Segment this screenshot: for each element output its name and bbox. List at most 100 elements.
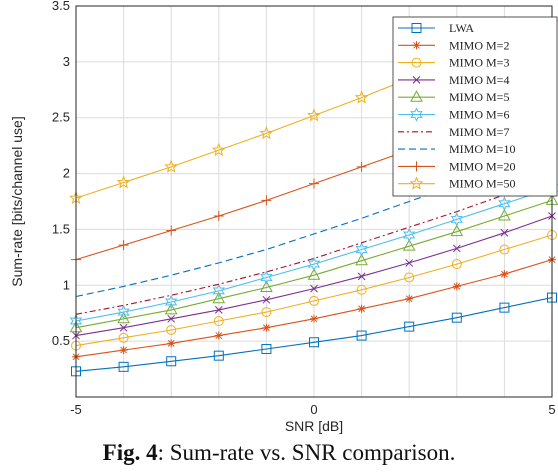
data-point — [354, 90, 369, 104]
data-point — [403, 227, 416, 243]
data-point — [307, 108, 321, 122]
data-point — [118, 332, 129, 343]
data-point — [451, 312, 462, 323]
legend: LWA MIMO M=2 MIMO M=3 MIMO M=4 MIMO M=5 MIMO … — [392, 16, 558, 197]
data-point — [166, 356, 177, 367]
data-point — [405, 259, 414, 267]
legend-label: MIMO M=20 — [449, 159, 515, 173]
series-line — [75, 199, 553, 329]
y-tick-label: 1.5 — [52, 221, 70, 236]
data-point — [310, 284, 318, 293]
data-point — [261, 195, 272, 206]
data-point — [262, 323, 271, 332]
data-point — [261, 307, 272, 318]
data-point — [410, 90, 423, 102]
data-point — [214, 331, 223, 340]
series-line — [75, 234, 553, 347]
legend-entry: MIMO M=50 — [398, 176, 515, 191]
data-point — [411, 23, 422, 33]
legend-entry: MIMO M=10 — [398, 142, 515, 156]
x-tick-label: 5 — [548, 402, 555, 417]
data-point — [499, 302, 510, 313]
series-line — [75, 150, 553, 298]
y-tick-label: 3 — [63, 54, 70, 69]
data-point — [165, 294, 178, 310]
y-tick-label: 3.5 — [52, 0, 70, 13]
data-point — [166, 324, 177, 335]
data-point — [404, 272, 415, 283]
data-point — [410, 107, 423, 122]
data-point — [355, 242, 368, 257]
series-mimo-m-10 — [75, 150, 553, 298]
legend-entry: LWA — [398, 21, 474, 35]
series-line — [75, 297, 553, 372]
data-point — [357, 272, 366, 281]
series-line — [75, 187, 553, 322]
caption-text: : Sum-rate vs. SNR comparison. — [157, 440, 456, 465]
legend-label: MIMO M=50 — [449, 177, 515, 191]
y-tick-label: 0.5 — [52, 333, 70, 348]
y-tick-label: 2.5 — [52, 110, 70, 125]
data-point — [450, 224, 464, 237]
data-point — [310, 314, 318, 323]
data-point — [119, 346, 128, 355]
data-point — [213, 316, 224, 327]
data-point — [118, 361, 129, 372]
legend-entry: MIMO M=6 — [398, 107, 509, 122]
data-point — [404, 321, 415, 332]
data-point — [211, 142, 226, 157]
series-mimo-m-2 — [72, 255, 556, 361]
data-point — [405, 294, 414, 303]
data-point — [307, 268, 321, 280]
data-point — [164, 159, 179, 173]
data-point — [356, 161, 367, 172]
data-point — [213, 350, 224, 361]
data-point — [452, 282, 461, 291]
data-point — [260, 280, 273, 293]
x-axis-label: SNR [dB] — [285, 418, 343, 434]
legend-entry: MIMO M=2 — [398, 38, 509, 52]
legend-label: MIMO M=7 — [449, 125, 509, 139]
data-point — [260, 270, 273, 285]
data-point — [402, 239, 416, 251]
data-point — [117, 304, 130, 320]
legend-label: MIMO M=3 — [449, 56, 509, 70]
data-point — [355, 253, 368, 266]
plot-frame — [75, 5, 553, 398]
legend-entry: MIMO M=20 — [398, 159, 515, 173]
figure-caption: Fig. 4: Sum-rate vs. SNR comparison. — [0, 440, 558, 466]
data-point — [356, 284, 367, 295]
figure-number: Fig. 4 — [102, 440, 158, 465]
data-point — [116, 175, 131, 189]
data-point — [212, 283, 225, 299]
legend-entry: MIMO M=7 — [398, 125, 509, 139]
data-point — [498, 208, 511, 221]
x-tick-label: -5 — [70, 402, 82, 417]
data-point — [309, 295, 319, 306]
data-point — [412, 41, 421, 50]
data-point — [500, 270, 509, 279]
tick-labels: -5 0 5 0.5 1 1.5 2 2.5 3 3.5 — [52, 0, 556, 417]
data-point — [164, 302, 178, 315]
y-axis-label: Sum-rate [bits/channel use] — [9, 116, 25, 286]
data-point — [409, 176, 424, 190]
data-point — [411, 57, 422, 68]
data-point — [259, 126, 274, 140]
data-point — [309, 178, 319, 189]
data-point — [357, 304, 366, 313]
data-point — [499, 244, 510, 255]
data-point — [450, 212, 463, 227]
legend-label: MIMO M=2 — [449, 38, 509, 52]
series-mimo-m-7 — [75, 177, 553, 315]
data-point — [166, 225, 177, 236]
data-point — [451, 259, 462, 270]
data-point — [212, 291, 226, 304]
data-point — [307, 256, 321, 272]
legend-entry: MIMO M=5 — [398, 90, 509, 104]
y-tick-label: 2 — [63, 166, 70, 181]
series-mimo-m-5 — [69, 193, 558, 333]
legend-label: LWA — [449, 21, 474, 35]
data-point — [118, 240, 129, 251]
data-point — [356, 330, 367, 341]
